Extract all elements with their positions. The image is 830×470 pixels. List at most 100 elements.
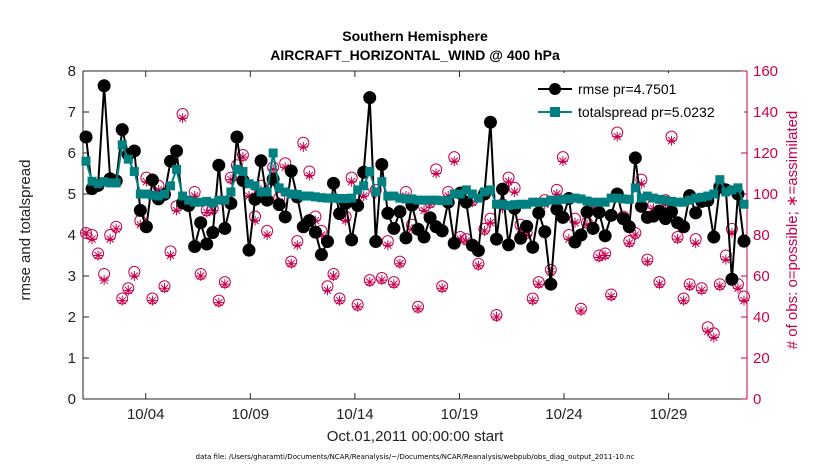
- totalspread-point: [679, 197, 689, 207]
- obs-assimilated-point: [93, 250, 104, 261]
- rmse-point: [707, 230, 721, 244]
- totalspread-point: [208, 198, 218, 208]
- rmse-point: [133, 203, 147, 217]
- rmse-point: [520, 219, 534, 233]
- totalspread-point: [570, 193, 580, 203]
- legend-box: [532, 73, 744, 125]
- obs-assimilated-point: [678, 295, 689, 306]
- rmse-point: [308, 225, 322, 239]
- totalspread-point: [582, 196, 592, 206]
- y-tick-left-label: 3: [68, 268, 76, 285]
- obs-assimilated-point: [569, 217, 580, 228]
- totalspread-point: [87, 176, 97, 186]
- rmse-point: [502, 238, 516, 252]
- obs-assimilated-point: [533, 279, 544, 290]
- totalspread-point: [516, 199, 526, 209]
- obs-assimilated-point: [708, 332, 719, 343]
- y-tick-right-label: 20: [753, 350, 770, 367]
- obs-assimilated-point: [684, 281, 695, 292]
- rmse-point: [206, 226, 220, 240]
- obs-assimilated-point: [696, 285, 707, 296]
- obs-assimilated-point: [636, 178, 647, 189]
- totalspread-point: [280, 187, 290, 197]
- y-tick-right-label: 100: [753, 186, 778, 203]
- obs-assimilated-point: [292, 240, 303, 251]
- totalspread-point: [371, 187, 381, 197]
- rmse-point: [538, 225, 552, 239]
- rmse-point: [381, 206, 395, 220]
- totalspread-point: [268, 148, 278, 158]
- totalspread-point: [298, 191, 308, 201]
- obs-assimilated-point: [219, 279, 230, 290]
- obs-assimilated-point: [515, 223, 526, 234]
- x-tick-label: 10/09: [232, 406, 270, 423]
- totalspread-point: [715, 175, 725, 185]
- rmse-point: [399, 231, 413, 245]
- obs-assimilated-point: [382, 240, 393, 251]
- obs-assimilated-point: [201, 207, 212, 218]
- chart-title: Southern Hemisphere: [342, 28, 488, 44]
- totalspread-point: [292, 189, 302, 199]
- obs-assimilated-point: [702, 326, 713, 337]
- rmse-point: [254, 154, 268, 168]
- rmse-point: [363, 91, 377, 105]
- obs-assimilated-point: [413, 303, 424, 314]
- totalspread-point: [431, 195, 441, 205]
- obs-assimilated-point: [207, 205, 218, 216]
- rmse-point: [194, 216, 208, 230]
- obs-assimilated-point: [690, 238, 701, 249]
- obs-assimilated-point: [582, 219, 593, 230]
- data-file-footer: data file: /Users/gharamti/Documents/NCA…: [196, 453, 635, 461]
- totalspread-point: [709, 189, 719, 199]
- totalspread-point: [153, 191, 163, 201]
- totalspread-point: [99, 177, 109, 187]
- obs-assimilated-point: [394, 258, 405, 269]
- rmse-point: [314, 248, 328, 262]
- totalspread-point: [491, 199, 501, 209]
- rmse-point: [375, 157, 389, 171]
- rmse-point: [218, 221, 232, 235]
- obs-assimilated-point: [111, 223, 122, 234]
- rmse-point: [369, 235, 383, 249]
- totalspread-point: [522, 199, 532, 209]
- obs-assimilated-point: [147, 295, 158, 306]
- legend-rmse-label: rmse pr=4.7501: [578, 81, 677, 97]
- totalspread-point: [654, 194, 664, 204]
- x-tick-label: 10/14: [336, 406, 374, 423]
- totalspread-point: [413, 195, 423, 205]
- rmse-point: [260, 193, 274, 207]
- totalspread-point: [123, 154, 133, 164]
- totalspread-point: [425, 195, 435, 205]
- totalspread-point: [661, 195, 671, 205]
- obs-assimilated-point: [376, 275, 387, 286]
- totalspread-point: [178, 191, 188, 201]
- obs-assimilated-point: [576, 305, 586, 316]
- obs-assimilated-point: [437, 283, 448, 294]
- rmse-point: [272, 198, 286, 212]
- plot-area: 10/04 10/09 10/14 10/19 10/24 10/290123456780…: [68, 63, 778, 423]
- rmse-point: [393, 205, 407, 219]
- rmse-point: [212, 158, 226, 172]
- obs-assimilated-point: [316, 230, 327, 240]
- totalspread-point: [353, 185, 363, 195]
- obs-assimilated-point: [250, 215, 261, 226]
- totalspread-point: [564, 194, 574, 204]
- rmse-point: [586, 221, 600, 235]
- totalspread-point: [697, 192, 707, 202]
- rmse-point: [574, 228, 588, 242]
- totalspread-point: [498, 199, 508, 209]
- totalspread-point: [449, 189, 459, 199]
- legend-totalspread-label: totalspread pr=5.0232: [578, 104, 715, 120]
- totalspread-point: [141, 189, 151, 199]
- totalspread-point: [485, 185, 495, 195]
- totalspread-point: [135, 189, 145, 199]
- rmse-point: [556, 210, 570, 224]
- obs-assimilated-point: [419, 205, 430, 216]
- obs-assimilated-point: [588, 203, 599, 214]
- totalspread-point: [250, 181, 260, 191]
- y-tick-right-label: 160: [753, 63, 778, 80]
- totalspread-point: [262, 187, 272, 197]
- rmse-point: [127, 144, 141, 158]
- totalspread-point: [594, 197, 604, 207]
- totalspread-point: [184, 195, 194, 205]
